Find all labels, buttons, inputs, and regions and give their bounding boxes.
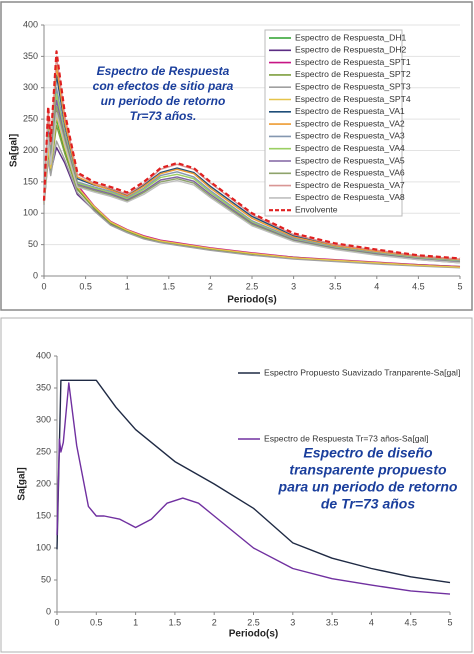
legend-label: Espectro de Respuesta_VA3: [295, 131, 405, 141]
annotation: transparente propuesto: [289, 462, 447, 478]
y-tick-label: 400: [36, 350, 51, 360]
x-tick-label: 0: [54, 617, 59, 627]
y-tick-label: 250: [23, 114, 38, 124]
panel-border: [0, 317, 473, 653]
legend-label: Espectro de Respuesta_DH1: [295, 32, 407, 42]
series-line: [43, 74, 461, 261]
x-tick-label: 2.5: [247, 617, 260, 627]
y-tick-label: 300: [23, 82, 38, 92]
legend-label: Espectro de Respuesta_VA5: [295, 155, 405, 165]
x-axis-label: Periodo(s): [227, 295, 276, 306]
annotation: para un periodo de retorno: [278, 479, 458, 495]
annotation: con efectos de sitio para: [93, 79, 234, 93]
y-tick-label: 0: [33, 270, 38, 280]
y-tick-label: 250: [36, 446, 51, 456]
legend-label: Espectro de Respuesta Tr=73 años-Sa[gal]: [264, 433, 429, 443]
series-line: [43, 115, 461, 268]
legend-label: Espectro de Respuesta_VA1: [295, 106, 405, 116]
y-tick-label: 350: [36, 382, 51, 392]
legend-label: Espectro de Respuesta_SPT2: [295, 69, 411, 79]
legend-label: Envolvente: [295, 204, 338, 214]
x-tick-label: 1: [133, 617, 138, 627]
annotation: Tr=73 años.: [130, 109, 197, 123]
y-tick-label: 0: [46, 606, 51, 616]
x-tick-label: 0: [41, 281, 46, 291]
y-axis-label: Sa[gal]: [9, 134, 20, 167]
x-tick-label: 5: [457, 281, 462, 291]
series-line: [56, 382, 451, 595]
annotation: de Tr=73 años: [321, 496, 416, 512]
y-tick-label: 150: [23, 176, 38, 186]
legend-label: Espectro de Respuesta_SPT4: [295, 94, 411, 104]
x-tick-label: 4.5: [404, 617, 417, 627]
x-tick-label: 5: [447, 617, 452, 627]
x-tick-label: 3: [290, 617, 295, 627]
x-tick-label: 3.5: [329, 281, 342, 291]
x-tick-label: 1.5: [169, 617, 182, 627]
x-axis-label: Periodo(s): [229, 629, 278, 640]
series-line: [43, 140, 461, 269]
x-tick-label: 0.5: [79, 281, 92, 291]
x-tick-label: 3: [291, 281, 296, 291]
x-tick-label: 2: [212, 617, 217, 627]
x-tick-label: 3.5: [326, 617, 339, 627]
y-tick-label: 50: [41, 574, 51, 584]
series-line: [56, 379, 451, 584]
y-tick-label: 200: [23, 145, 38, 155]
x-tick-label: 4: [374, 281, 379, 291]
x-tick-label: 2: [208, 281, 213, 291]
legend-label: Espectro de Respuesta_VA7: [295, 180, 405, 190]
y-tick-label: 150: [36, 510, 51, 520]
legend-label: Espectro Propuesto Suavizado Tranparente…: [264, 367, 460, 377]
legend-label: Espectro de Respuesta_VA6: [295, 168, 405, 178]
legend-label: Espectro de Respuesta_VA4: [295, 143, 405, 153]
x-tick-label: 1: [125, 281, 130, 291]
panel-border: [0, 1, 473, 311]
y-tick-label: 400: [23, 19, 38, 29]
y-tick-label: 100: [36, 542, 51, 552]
x-tick-label: 2.5: [246, 281, 259, 291]
annotation: Espectro de Respuesta: [97, 64, 230, 78]
x-tick-label: 1.5: [163, 281, 176, 291]
y-tick-label: 200: [36, 478, 51, 488]
y-tick-label: 300: [36, 414, 51, 424]
x-tick-label: 4: [369, 617, 374, 627]
legend-label: Espectro de Respuesta_SPT1: [295, 57, 411, 67]
y-tick-label: 350: [23, 51, 38, 61]
series-line: [43, 87, 461, 262]
y-axis-label: Sa[gal]: [17, 467, 28, 500]
series-line: [42, 50, 461, 260]
legend-label: Espectro de Respuesta_DH2: [295, 45, 407, 55]
x-tick-label: 4.5: [412, 281, 425, 291]
annotation: un periodo de retorno: [101, 94, 226, 108]
y-tick-label: 100: [23, 208, 38, 218]
series-line: [43, 65, 461, 261]
x-tick-label: 0.5: [90, 617, 103, 627]
legend-label: Espectro de Respuesta_VA2: [295, 118, 405, 128]
legend-label: Espectro de Respuesta_VA8: [295, 192, 405, 202]
series-line: [43, 112, 461, 264]
y-tick-label: 50: [28, 239, 38, 249]
annotation: Espectro de diseño: [303, 445, 433, 461]
legend-label: Espectro de Respuesta_SPT3: [295, 81, 411, 91]
